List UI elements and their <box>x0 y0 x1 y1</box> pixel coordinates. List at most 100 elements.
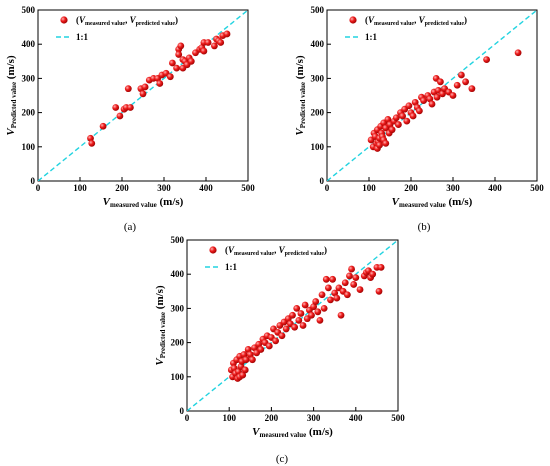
data-point <box>449 92 457 99</box>
y-tick-label: 400 <box>171 269 185 279</box>
data-point <box>312 298 320 305</box>
y-tick-label: 500 <box>171 235 185 245</box>
x-tick-label: 200 <box>404 183 418 193</box>
data-point <box>241 366 249 374</box>
data-point <box>376 141 383 149</box>
data-point <box>187 57 195 65</box>
data-point <box>88 139 96 147</box>
data-point <box>124 85 132 93</box>
legend-marker-points <box>60 16 68 24</box>
data-point <box>255 340 263 348</box>
data-point <box>405 102 413 110</box>
y-tick-label: 100 <box>311 142 325 152</box>
data-point <box>249 356 256 364</box>
data-point <box>278 332 286 340</box>
data-point <box>324 284 332 292</box>
data-point <box>428 100 436 108</box>
y-tick-label: 300 <box>311 73 325 83</box>
legend-label-points: (Vmeasured value, Vpredicted value) <box>225 245 327 257</box>
y-axis-label: VPredicted value (m/s) <box>294 55 307 136</box>
data-point <box>433 93 441 101</box>
data-point <box>126 104 134 111</box>
chart-panel-3: 0 100 200 300 400 500 0 100 200 300 400 500 Vmeasure… <box>154 235 405 465</box>
x-tick-label: 100 <box>73 183 87 193</box>
data-point <box>468 85 476 93</box>
data-point <box>257 346 265 353</box>
data-point <box>173 64 181 72</box>
y-tick-label: 0 <box>180 406 185 416</box>
x-tick-label: 0 <box>185 413 190 423</box>
data-point <box>282 325 290 333</box>
x-tick-label: 400 <box>488 183 502 193</box>
data-point <box>240 351 248 358</box>
one-to-one-line <box>38 10 248 181</box>
data-point <box>320 305 328 312</box>
data-point <box>375 287 383 295</box>
chart-panel-2: 0 100 200 300 400 500 0 100 200 300 400 500 Vmeasure… <box>294 5 544 233</box>
data-point <box>112 104 120 111</box>
data-point <box>156 80 164 87</box>
data-point <box>483 56 490 63</box>
plot-area <box>187 240 398 411</box>
data-point <box>308 311 315 319</box>
x-tick-label: 200 <box>115 183 129 193</box>
x-tick-label: 100 <box>222 413 236 423</box>
x-tick-label: 400 <box>199 183 213 193</box>
y-tick-label: 200 <box>311 108 325 118</box>
data-point <box>439 90 446 98</box>
data-point <box>343 291 351 299</box>
data-point <box>322 275 330 283</box>
data-point <box>384 116 392 123</box>
y-tick-label: 500 <box>311 5 325 15</box>
data-point <box>395 121 402 128</box>
x-tick-label: 200 <box>265 413 279 423</box>
data-point <box>272 337 280 345</box>
data-point <box>87 134 94 142</box>
data-point <box>350 281 358 288</box>
y-tick-label: 100 <box>22 142 36 152</box>
data-point <box>99 122 107 130</box>
data-point <box>204 39 212 46</box>
x-tick-label: 300 <box>157 183 171 193</box>
data-point <box>329 275 336 283</box>
legend-label-line: 1:1 <box>225 262 237 272</box>
data-point <box>318 291 326 299</box>
data-point <box>392 114 400 122</box>
data-point <box>175 51 183 58</box>
data-point <box>177 42 185 50</box>
data-point <box>116 112 124 120</box>
y-tick-label: 400 <box>22 39 36 49</box>
data-point <box>369 270 377 278</box>
data-point <box>416 107 423 115</box>
y-tick-label: 0 <box>31 176 36 186</box>
data-point <box>239 371 247 379</box>
data-point <box>301 301 309 309</box>
data-point <box>333 294 341 302</box>
data-point <box>331 289 339 297</box>
y-tick-label: 400 <box>311 39 325 49</box>
data-point <box>437 78 444 86</box>
x-tick-label: 100 <box>362 183 376 193</box>
y-tick-label: 200 <box>171 338 185 348</box>
data-point <box>297 310 305 317</box>
y-tick-label: 300 <box>171 303 185 313</box>
chart-panel-1: 0 100 200 300 400 500 0 100 200 300 400 500 Vmeasure… <box>5 5 255 233</box>
data-point <box>223 30 231 38</box>
data-point <box>139 90 147 98</box>
plot-area <box>38 10 248 181</box>
x-tick-label: 0 <box>325 183 330 193</box>
y-tick-label: 300 <box>22 73 36 83</box>
data-point <box>403 117 411 125</box>
data-point <box>514 49 522 57</box>
data-point <box>462 78 469 86</box>
one-to-one-line <box>327 10 537 181</box>
data-point <box>346 272 353 280</box>
data-point <box>169 59 176 67</box>
data-point <box>453 81 461 89</box>
data-point <box>420 97 427 105</box>
x-tick-label: 500 <box>391 413 405 423</box>
data-point <box>291 323 299 331</box>
data-point <box>242 356 250 364</box>
data-point <box>200 47 208 55</box>
